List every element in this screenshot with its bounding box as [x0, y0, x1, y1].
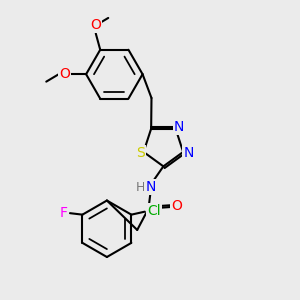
Text: S: S: [136, 146, 144, 161]
Text: N: N: [183, 146, 194, 161]
Text: O: O: [171, 199, 182, 213]
Text: H: H: [136, 181, 145, 194]
Text: N: N: [174, 120, 184, 134]
Text: O: O: [59, 67, 70, 81]
Text: Cl: Cl: [147, 204, 160, 218]
Text: O: O: [90, 18, 101, 32]
Text: F: F: [60, 206, 68, 220]
Text: N: N: [146, 180, 156, 194]
